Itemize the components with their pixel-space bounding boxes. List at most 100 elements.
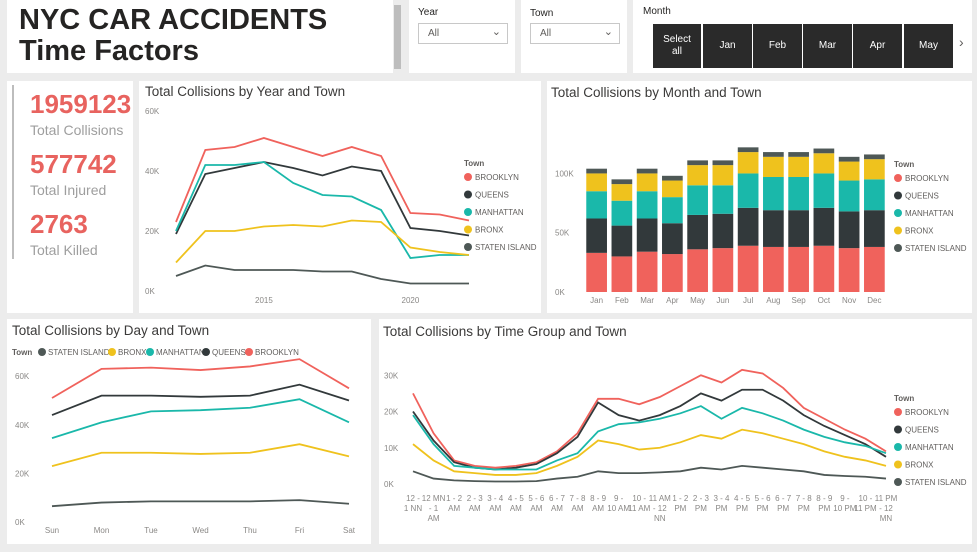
year-slicer: Year All ⌄: [409, 0, 515, 73]
month-button-mar[interactable]: Mar: [803, 24, 852, 68]
year-chart-tile: Total Collisions by Year and Town 0K 20K 4…: [139, 81, 541, 313]
x-tick-label: Jan: [590, 296, 603, 305]
bar-queens-oct: [813, 207, 835, 246]
y-tick-label: 100K: [555, 169, 574, 178]
x-tick-label: 11 AM - 12 NN: [649, 494, 671, 523]
bar-brooklyn-nov: [838, 248, 860, 292]
bar-staten-island-mar: [636, 168, 658, 174]
bar-brooklyn-may: [687, 249, 708, 292]
legend-label-queens: QUEENS: [905, 426, 939, 435]
kpi-tile: 1959123 Total Collisions 577742 Total In…: [7, 81, 133, 313]
series-line-bronx: [412, 428, 887, 476]
y-tick-label: 40K: [15, 421, 30, 430]
x-tick-label: Sat: [343, 526, 356, 535]
town-dropdown[interactable]: All ⌄: [530, 23, 620, 44]
legend-marker-bronx: [108, 348, 116, 356]
month-button-select-all[interactable]: Select all: [653, 24, 701, 68]
series-line-staten-island: [412, 464, 887, 483]
bar-bronx-dec: [864, 159, 885, 180]
x-tick-label: 12 MN - 1 AM: [422, 494, 446, 523]
series-line-queens: [175, 161, 470, 237]
x-tick-label: 9 -10 AM: [607, 494, 630, 513]
series-line-brooklyn: [51, 358, 350, 399]
month-button-jan[interactable]: Jan: [703, 24, 752, 68]
legend-title: Town: [12, 348, 32, 357]
legend-marker-manhattan: [464, 208, 472, 216]
series-line-manhattan: [175, 161, 469, 259]
month-button-may[interactable]: May: [904, 24, 953, 68]
legend-label-staten-island: STATEN ISLAND: [905, 478, 967, 487]
bar-bronx-sep: [788, 156, 809, 177]
chevron-down-icon: ⌄: [603, 26, 613, 38]
y-tick-label: 50K: [555, 229, 570, 238]
x-tick-label: 5 - 6 AM: [528, 494, 545, 513]
scrollbar[interactable]: [394, 5, 401, 69]
legend-marker-staten-island: [894, 478, 902, 486]
series-line-queens: [51, 383, 350, 416]
legend-marker-staten-island: [38, 348, 46, 356]
x-tick-label: Apr: [666, 296, 679, 305]
legend-label-manhattan: MANHATTAN: [905, 443, 954, 452]
y-tick-label: 40K: [145, 167, 160, 176]
x-tick-label: Tue: [144, 526, 158, 535]
x-tick-label: Feb: [615, 296, 629, 305]
series-line-staten-island: [175, 264, 469, 285]
total-injured-value: 577742: [30, 149, 117, 179]
bar-staten-island-may: [687, 160, 708, 166]
total-killed-value: 2763: [30, 209, 88, 239]
bar-manhattan-jul: [737, 173, 759, 208]
bar-manhattan-feb: [611, 200, 633, 226]
bar-bronx-mar: [636, 173, 658, 192]
bar-queens-may: [687, 214, 708, 250]
x-tick-label: Wed: [192, 526, 208, 535]
bar-queens-nov: [838, 211, 860, 249]
legend-label-queens: QUEENS: [212, 348, 246, 357]
day-town-line-chart: 0K 20K 40K 60K Sun Mon Tue Wed Thu Fri Sat Town STAT…: [12, 348, 356, 535]
y-tick-label: 0K: [15, 518, 25, 527]
report-subtitle: Time Factors: [19, 35, 199, 67]
time-chart-tile: Total Collisions by Time Group and Town …: [379, 319, 972, 544]
x-tick-label: 1 - 2 PM: [672, 494, 689, 513]
x-tick-label: 10 -11 AM: [628, 494, 650, 513]
bar-queens-aug: [763, 210, 784, 247]
y-tick-label: 0K: [555, 288, 565, 297]
y-tick-label: 0K: [384, 480, 394, 489]
month-button-apr[interactable]: Apr: [853, 24, 902, 68]
legend-label-staten-island: STATEN ISLAND: [48, 348, 110, 357]
legend-label-manhattan: MANHATTAN: [156, 348, 205, 357]
x-tick-label: 12 -1 NN: [404, 494, 422, 513]
x-tick-label: Thu: [243, 526, 257, 535]
bar-staten-island-jul: [737, 147, 759, 153]
legend-marker-queens: [202, 348, 210, 356]
month-town-stacked-bar-chart: 0K 50K 100K Jan Feb Mar Apr May Jun Jul Aug Sep Oct N…: [555, 147, 967, 305]
bar-staten-island-dec: [864, 154, 885, 160]
bar-manhattan-apr: [662, 197, 683, 224]
kpi-divider: [12, 85, 14, 259]
legend-marker-bronx: [894, 460, 902, 469]
legend-marker-staten-island: [464, 243, 472, 251]
bar-staten-island-jan: [586, 168, 607, 174]
month-button-feb[interactable]: Feb: [753, 24, 802, 68]
chevron-right-icon[interactable]: ›: [959, 34, 964, 50]
bar-staten-island-aug: [763, 152, 784, 157]
bar-staten-island-jun: [712, 160, 734, 166]
legend-marker-queens: [464, 190, 472, 199]
legend-title: Town: [464, 159, 484, 168]
x-tick-label: 4 - 5 AM: [508, 494, 525, 513]
legend-marker-manhattan: [894, 443, 902, 451]
report-title: NYC CAR ACCIDENTS: [19, 4, 328, 36]
bar-bronx-jun: [712, 165, 734, 186]
total-collisions-label: Total Collisions: [30, 122, 124, 138]
legend-marker-bronx: [894, 226, 902, 235]
bar-brooklyn-apr: [662, 254, 683, 292]
bar-bronx-nov: [838, 161, 860, 181]
y-tick-label: 60K: [15, 372, 30, 381]
x-tick-label: 1 - 2 AM: [446, 494, 463, 513]
x-tick-label: 11 PM - 12 MN: [875, 494, 898, 523]
x-tick-label: 2 - 3 PM: [693, 494, 710, 513]
x-tick-label: Mon: [94, 526, 110, 535]
x-tick-label: 6 - 7 AM: [549, 494, 566, 513]
year-dropdown[interactable]: All ⌄: [418, 23, 508, 44]
series-line-staten-island: [51, 499, 350, 508]
series-line-brooklyn: [175, 137, 470, 223]
